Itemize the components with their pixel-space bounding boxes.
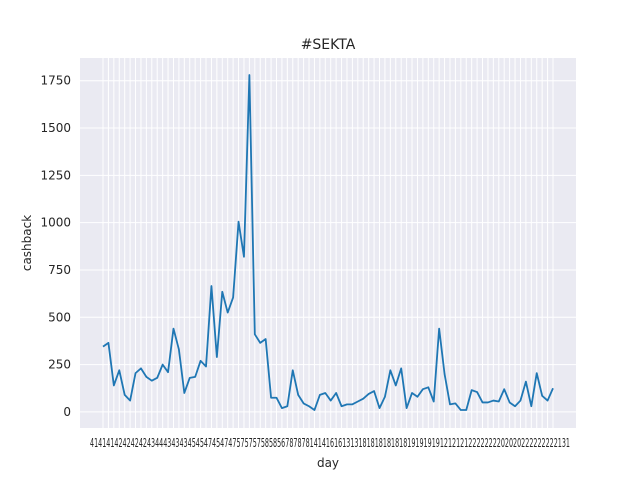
y-axis-label: cashback [20,215,34,271]
y-tick-labels: 0 250 500 750 1000 1250 1500 1750 [40,74,71,419]
chart-title: #SEKTA [301,37,356,53]
grid-lines [80,58,576,428]
x-tick-labels: 4141414242424243444343434545474547475757… [90,436,570,450]
plot-background [80,58,576,428]
y-tick-label: 1000 [40,216,71,230]
y-tick-label: 1250 [40,168,71,182]
y-tick-label: 500 [48,310,71,324]
y-tick-label: 0 [63,405,71,419]
y-tick-label: 1500 [40,121,71,135]
y-tick-label: 750 [48,263,71,277]
series-line [102,74,554,411]
x-axis-label: day [317,456,339,470]
y-tick-label: 250 [48,358,71,372]
y-tick-label: 1750 [40,74,71,88]
